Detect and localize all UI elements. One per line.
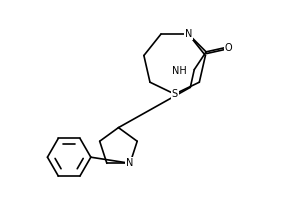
Text: N: N xyxy=(185,29,192,39)
Text: O: O xyxy=(225,43,232,53)
Text: N: N xyxy=(126,158,134,168)
Text: NH: NH xyxy=(172,66,186,76)
Text: S: S xyxy=(172,89,178,99)
